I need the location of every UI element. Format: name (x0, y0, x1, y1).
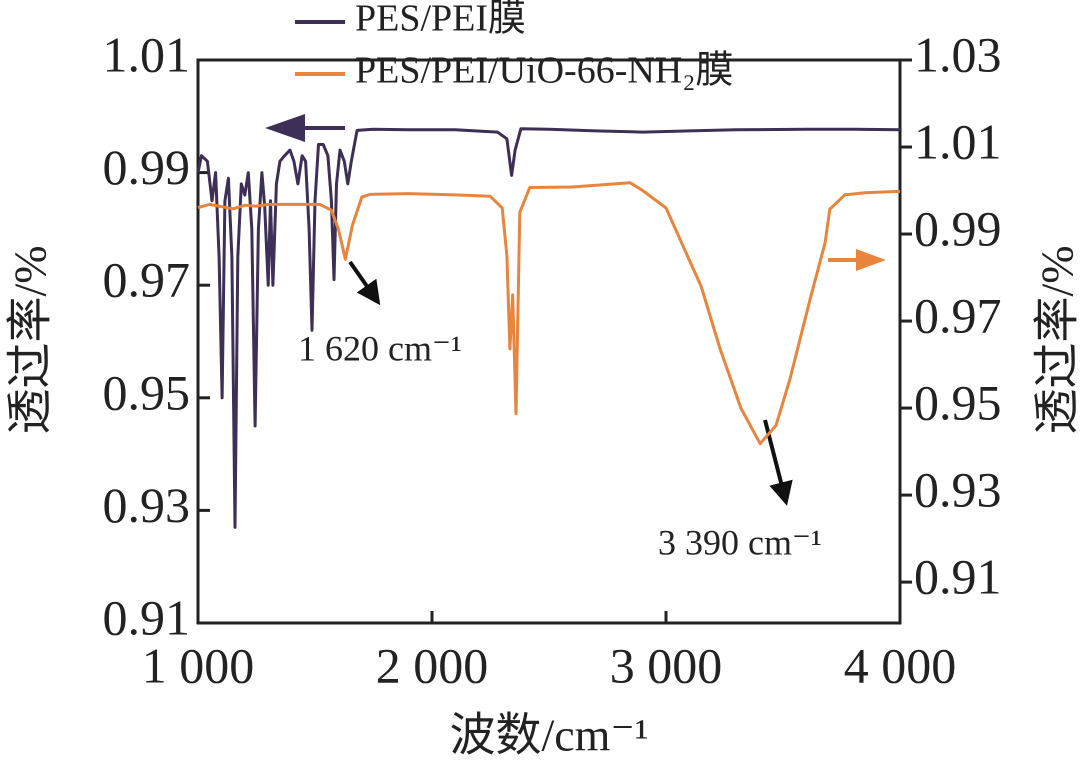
x-axis-label: 波数/cm⁻¹ (449, 710, 648, 761)
annotation: 1 620 cm⁻¹ (298, 328, 462, 368)
y2-tick-label: 0.95 (914, 375, 1002, 431)
y-tick-label: 0.95 (103, 364, 191, 420)
y2-tick-label: 0.93 (914, 462, 1002, 518)
y2-axis-label: 透过率/% (1032, 245, 1083, 434)
y-tick-label: 0.93 (103, 477, 191, 533)
x-tick-label: 1 000 (142, 637, 255, 693)
y-tick-label: 0.97 (103, 252, 191, 308)
y2-tick-label: 1.01 (914, 113, 1002, 169)
y-tick-label: 0.99 (103, 139, 191, 195)
arrow (348, 260, 381, 306)
y2-tick-label: 0.99 (914, 201, 1002, 257)
y2-tick-label: 0.91 (914, 549, 1002, 605)
y-tick-label: 0.91 (103, 589, 191, 645)
legend-label: PES/PEI膜 (355, 0, 526, 40)
legend-label: PES/PEI/UiO-66-NH₂膜 (355, 50, 733, 92)
y-axis-label: 透过率/% (5, 245, 56, 434)
x-tick-label: 4 000 (844, 637, 957, 693)
y2-tick-label: 0.97 (914, 288, 1002, 344)
annotation: 3 390 cm⁻¹ (658, 522, 822, 562)
plot-frame (196, 58, 902, 625)
x-tick-label: 2 000 (376, 637, 489, 693)
y2-tick-label: 1.03 (914, 26, 1002, 82)
axis-indicator (265, 114, 305, 142)
x-tick-label: 3 000 (610, 637, 723, 693)
axis-indicator (856, 249, 886, 271)
line (197, 181, 901, 446)
line (196, 127, 901, 529)
y-tick-label: 1.01 (103, 26, 191, 82)
